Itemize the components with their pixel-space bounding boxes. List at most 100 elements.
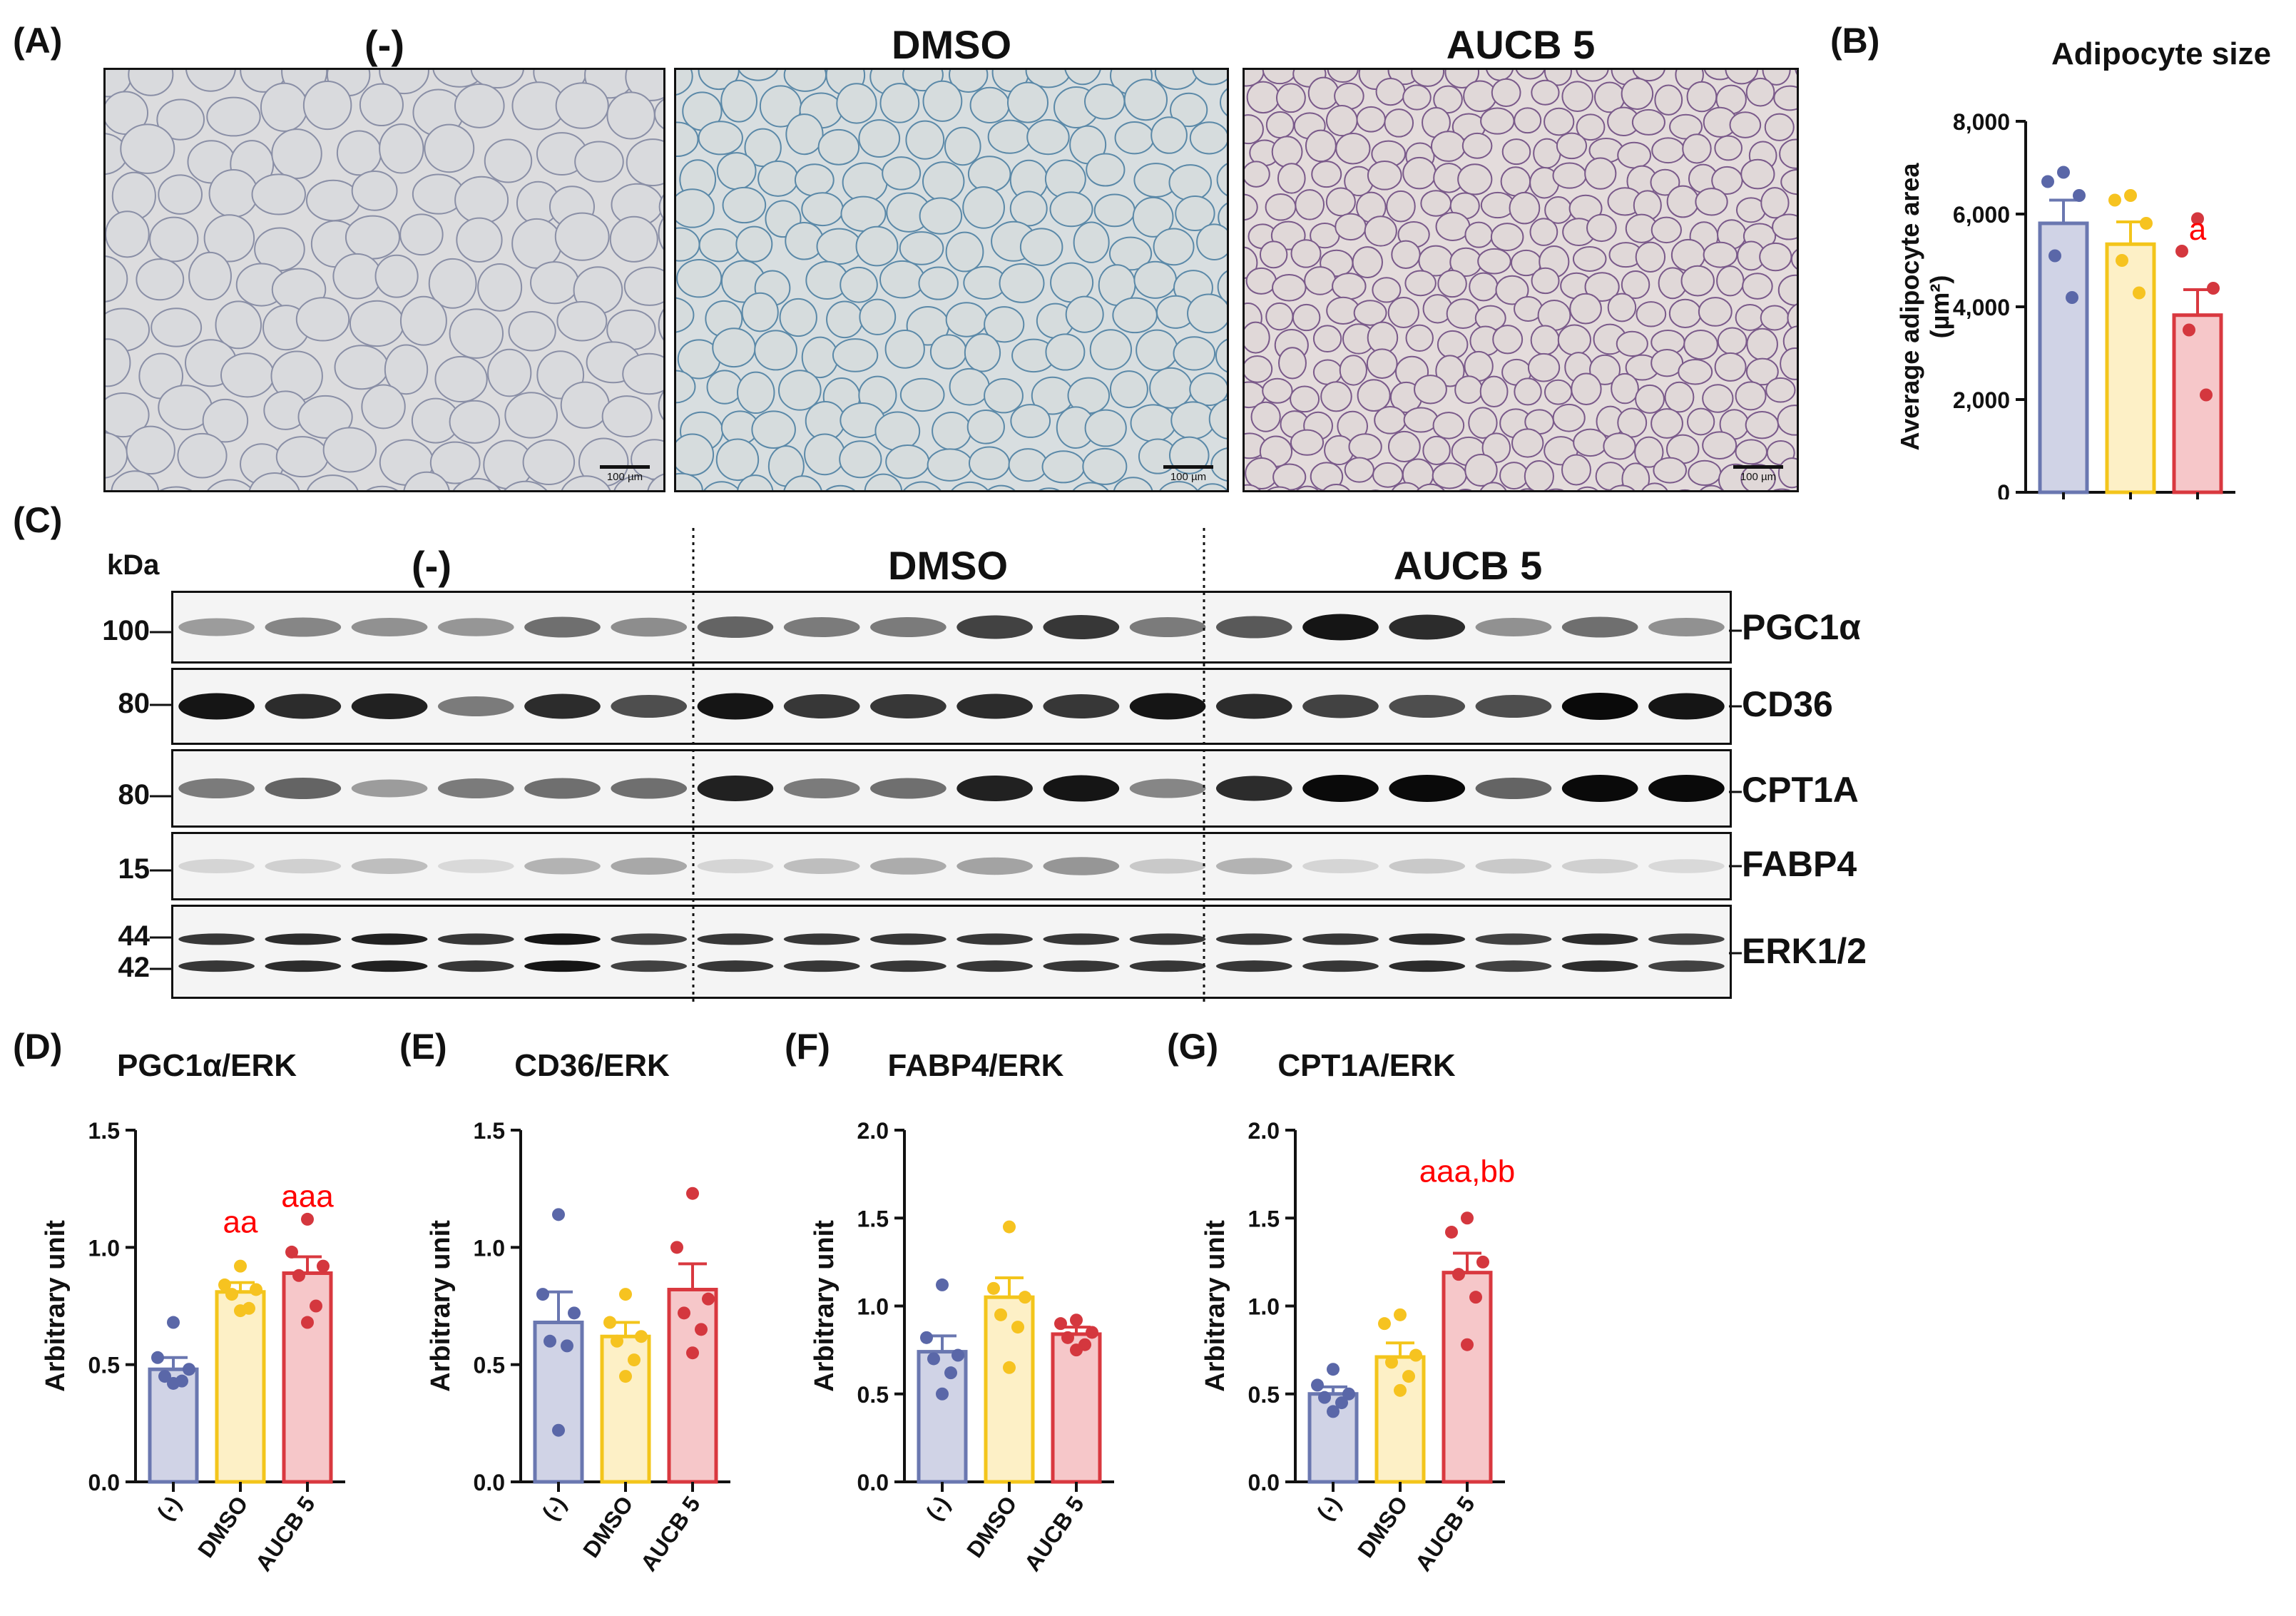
adipocyte-cell <box>128 70 174 96</box>
blot-band <box>783 694 860 718</box>
adipocyte-cell <box>1653 457 1688 484</box>
data-point <box>1327 1363 1340 1376</box>
adipocyte-cell <box>1772 213 1797 240</box>
blot-band <box>1215 693 1292 719</box>
adipocyte-cell <box>676 472 703 490</box>
adipocyte-cell <box>1417 483 1445 490</box>
scale-bar: 100 µm <box>596 465 653 483</box>
y-tick-label: 0.0 <box>857 1470 889 1495</box>
adipocyte-cell <box>984 377 1024 414</box>
adipocyte-cell <box>1621 78 1654 110</box>
adipocyte-cell <box>885 444 930 479</box>
blot-band <box>1561 616 1638 638</box>
blot-band <box>1648 618 1725 636</box>
adipocyte-cell <box>1572 246 1607 272</box>
adipocyte-cell <box>1490 223 1524 252</box>
adipocyte-cell <box>1210 447 1227 482</box>
panel-label-g: (G) <box>1167 1027 1219 1067</box>
adipocyte-cell <box>1064 70 1101 86</box>
adipocyte-cell <box>927 448 973 482</box>
adipocyte-cell <box>676 258 723 298</box>
adipocyte-cell <box>1364 215 1397 247</box>
adipocyte-cell <box>1548 488 1564 490</box>
bar <box>917 1350 968 1484</box>
adipocyte-cell <box>1650 216 1682 244</box>
data-point <box>2140 217 2153 230</box>
blot-band <box>870 617 947 637</box>
adipocyte-cell <box>899 231 944 265</box>
adipocyte-cell <box>949 70 989 93</box>
adipocyte-cell <box>1112 297 1158 334</box>
adipocyte-cell <box>1267 486 1292 490</box>
y-tick-label: 1.0 <box>857 1294 889 1320</box>
adipocyte-cell <box>969 86 1010 123</box>
adipocyte-cell <box>1310 462 1344 490</box>
adipocyte-cell <box>676 370 696 404</box>
adipocyte-cell <box>150 308 203 347</box>
adipocyte-cell <box>1006 81 1049 123</box>
blot-band <box>1215 858 1292 875</box>
x-tick-label: AUCB 5 <box>1019 1491 1089 1575</box>
adipocyte-cell <box>1114 121 1155 155</box>
data-point <box>936 1387 949 1401</box>
adipocyte-cell <box>1717 327 1747 355</box>
adipocyte-cell <box>1332 273 1367 300</box>
data-point <box>552 1208 565 1221</box>
adipocyte-cell <box>1189 372 1227 407</box>
x-tick-label: DMSO <box>578 1491 638 1562</box>
blot-band <box>437 859 514 873</box>
adipocyte-cell <box>271 128 322 179</box>
adipocyte-cell <box>722 186 767 224</box>
blot-band <box>1129 617 1206 637</box>
adipocyte-cell <box>160 486 193 490</box>
adipocyte-cell <box>738 70 778 81</box>
adipocyte-cell <box>964 333 1001 372</box>
adipocyte-cell <box>794 163 835 197</box>
scale-bar-label: 100 µm <box>1740 471 1777 483</box>
adipocyte-cell <box>676 433 715 476</box>
blot-group-dmso: DMSO <box>888 543 1008 588</box>
adipocyte-cell <box>1391 240 1421 270</box>
adipocyte-cell <box>1432 412 1465 439</box>
adipocyte-cell <box>779 298 817 337</box>
x-tick-label: AUCB 5 <box>250 1491 320 1575</box>
adipocyte-cell <box>737 474 774 490</box>
adipocyte-cell <box>1634 436 1664 468</box>
adipocyte-cell <box>424 123 475 173</box>
adipocyte-cell <box>1187 293 1227 334</box>
adipocyte-cell <box>1533 138 1561 169</box>
y-tick-label: 0.5 <box>857 1382 889 1408</box>
data-point <box>1335 1396 1348 1410</box>
adipocyte-cell <box>744 128 782 168</box>
adipocyte-cell <box>1495 275 1529 305</box>
adipocyte-cell <box>260 82 308 132</box>
adipocyte-cell <box>899 377 945 412</box>
adipocyte-cell <box>858 119 901 158</box>
blot-band <box>265 960 342 972</box>
adipocyte-cell <box>561 475 611 490</box>
data-point <box>1378 1317 1391 1331</box>
adipocyte-cell <box>1265 111 1295 139</box>
histology-image-neg: 100 µm <box>103 68 665 492</box>
adipocyte-cell <box>1215 338 1227 373</box>
adipocyte-cell <box>1760 305 1790 331</box>
blot-band <box>1389 858 1466 874</box>
mw-cd36: 80 <box>118 688 150 719</box>
data-point <box>695 1323 708 1336</box>
adipocyte-cell <box>1220 88 1227 116</box>
adipocyte-cell <box>1477 248 1511 275</box>
adipocyte-cell <box>1245 114 1264 145</box>
mw-ticks <box>150 631 171 970</box>
adipocyte-cell <box>1170 92 1208 128</box>
adipocyte-cell <box>676 70 693 96</box>
adipocyte-cell <box>177 432 228 479</box>
panel-label-d: (D) <box>13 1027 63 1067</box>
data-point <box>561 1339 573 1353</box>
data-point <box>1461 1338 1474 1351</box>
adipocyte-cell <box>840 195 887 232</box>
adipocyte-cell <box>1272 463 1307 490</box>
blot-band <box>351 858 428 874</box>
adipocyte-cell <box>1584 157 1617 190</box>
kda-label: kDa <box>107 549 160 581</box>
data-point <box>702 1292 715 1306</box>
